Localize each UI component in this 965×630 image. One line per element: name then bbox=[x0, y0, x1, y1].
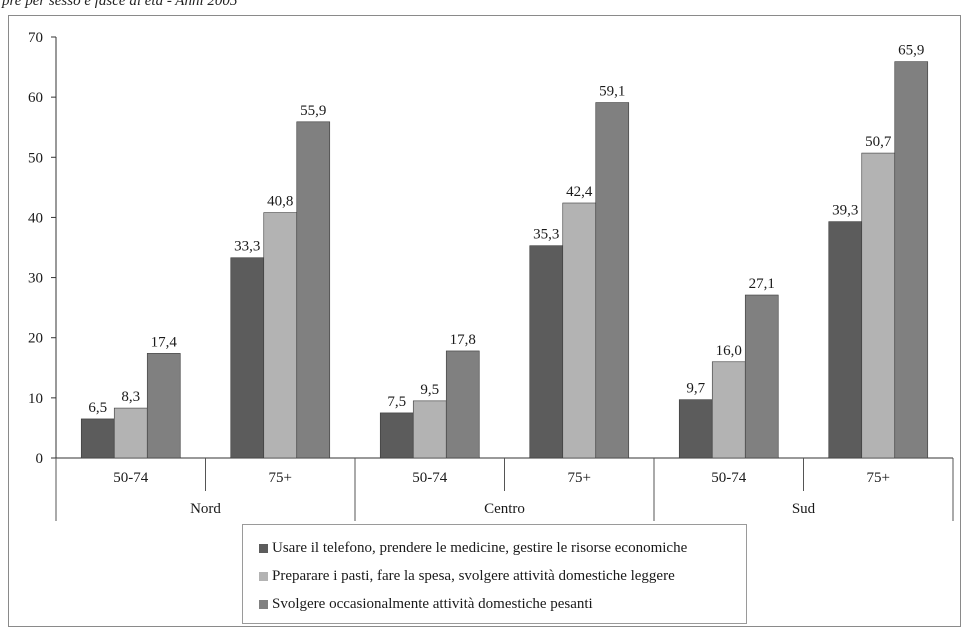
data-label: 50,7 bbox=[865, 134, 892, 150]
legend-item: Usare il telefono, prendere le medicine,… bbox=[259, 534, 746, 562]
bar bbox=[828, 221, 863, 459]
legend-swatch-series-3 bbox=[259, 599, 268, 609]
chart-frame bbox=[8, 15, 961, 627]
x-group-label: Centro bbox=[484, 501, 525, 517]
bar bbox=[113, 407, 148, 459]
y-tick-label: 60 bbox=[28, 90, 43, 106]
y-tick-label: 50 bbox=[28, 150, 43, 166]
data-label: 27,1 bbox=[749, 276, 775, 292]
data-label: 59,1 bbox=[599, 84, 625, 100]
data-label: 17,4 bbox=[151, 334, 178, 350]
bar bbox=[529, 245, 564, 459]
bar bbox=[263, 212, 298, 459]
y-tick-label: 20 bbox=[28, 331, 43, 347]
y-tick-label: 70 bbox=[28, 30, 43, 46]
data-label: 16,0 bbox=[716, 343, 742, 359]
x-category-label: 75+ bbox=[269, 470, 292, 486]
y-tick-label: 40 bbox=[28, 210, 43, 226]
x-category-label: 75+ bbox=[568, 470, 591, 486]
bar bbox=[861, 152, 896, 459]
data-label: 7,5 bbox=[387, 394, 406, 410]
data-label: 55,9 bbox=[300, 103, 326, 119]
bar bbox=[678, 399, 713, 459]
data-label: 8,3 bbox=[121, 389, 140, 405]
bar bbox=[296, 121, 331, 459]
bar bbox=[146, 353, 181, 459]
x-category-label: 50-74 bbox=[113, 470, 148, 486]
data-label: 42,4 bbox=[566, 184, 593, 200]
x-category-label: 50-74 bbox=[711, 470, 746, 486]
bar bbox=[412, 400, 447, 459]
legend-label-series-1: Usare il telefono, prendere le medicine,… bbox=[272, 539, 688, 556]
legend-label-series-3: Svolgere occasionalmente attività domest… bbox=[272, 595, 593, 612]
data-label: 17,8 bbox=[450, 332, 476, 348]
legend: Usare il telefono, prendere le medicine,… bbox=[242, 524, 747, 624]
bar bbox=[230, 257, 265, 459]
data-label: 65,9 bbox=[898, 43, 924, 59]
data-label: 9,5 bbox=[420, 382, 439, 398]
legend-swatch-series-2 bbox=[259, 571, 268, 581]
x-group-label: Nord bbox=[190, 501, 221, 517]
legend-swatch-series-1 bbox=[259, 543, 268, 553]
bar bbox=[562, 202, 597, 459]
data-label: 6,5 bbox=[88, 400, 107, 416]
data-label: 33,3 bbox=[234, 239, 260, 255]
bar bbox=[80, 418, 115, 459]
legend-item: Preparare i pasti, fare la spesa, svolge… bbox=[259, 562, 746, 590]
bar bbox=[445, 350, 480, 459]
y-tick-label: 0 bbox=[36, 451, 44, 467]
y-tick-label: 10 bbox=[28, 391, 43, 407]
data-label: 9,7 bbox=[686, 381, 705, 397]
x-category-label: 75+ bbox=[867, 470, 890, 486]
bar bbox=[894, 61, 929, 459]
bar bbox=[711, 361, 746, 459]
data-label: 40,8 bbox=[267, 194, 293, 210]
y-tick-label: 30 bbox=[28, 271, 43, 287]
data-label: 35,3 bbox=[533, 227, 559, 243]
x-category-label: 50-74 bbox=[412, 470, 447, 486]
legend-item: Svolgere occasionalmente attività domest… bbox=[259, 590, 746, 618]
x-group-label: Sud bbox=[792, 501, 816, 517]
bar bbox=[379, 412, 414, 459]
bar bbox=[744, 294, 779, 459]
data-label: 39,3 bbox=[832, 203, 858, 219]
legend-label-series-2: Preparare i pasti, fare la spesa, svolge… bbox=[272, 567, 675, 584]
bar bbox=[595, 102, 630, 459]
chart-caption: pre per sesso e fasce di età - Anni 2005 bbox=[2, 0, 238, 9]
